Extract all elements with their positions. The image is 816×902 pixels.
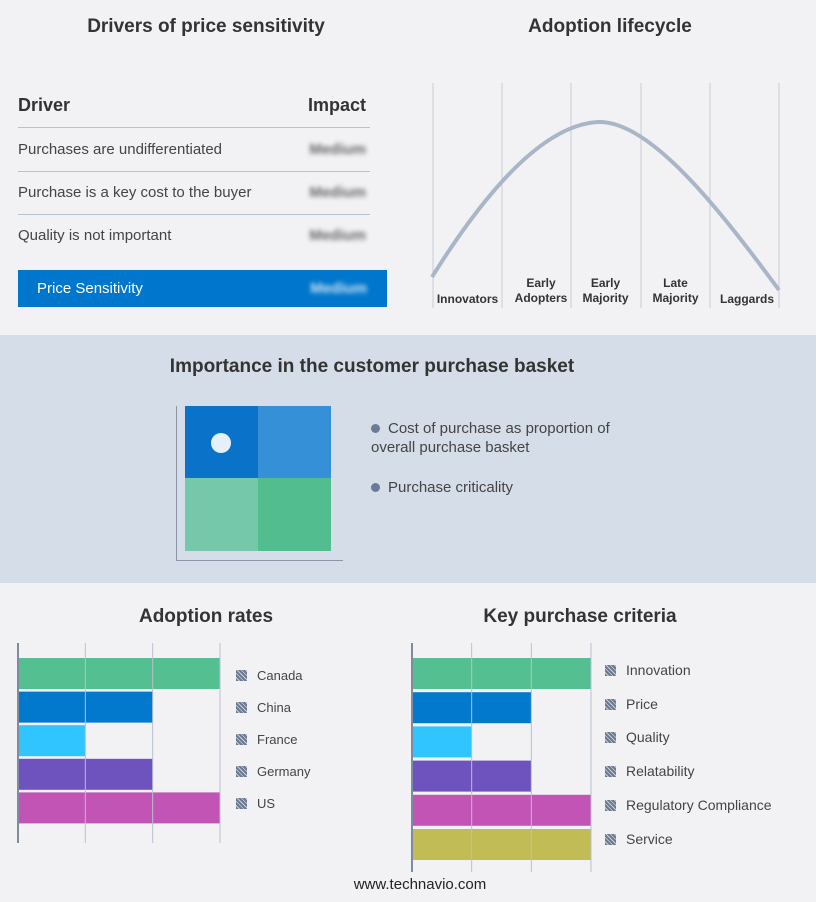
bar-quality [413, 726, 472, 758]
legend-item: Relatability [605, 763, 694, 779]
legend-label: Canada [257, 668, 303, 683]
legend-swatch-icon [236, 798, 247, 809]
legend-swatch-icon [605, 799, 616, 811]
legend-label: Quality [626, 729, 670, 746]
driver-label: Purchase is a key cost to the buyer [18, 184, 252, 201]
basket-legend-item: Purchase criticality [371, 479, 513, 496]
summary-label: Price Sensitivity [37, 280, 143, 297]
legend-label: Innovation [626, 662, 691, 678]
basket-title: Importance in the customer purchase bask… [169, 356, 575, 377]
legend-item: France [236, 732, 297, 747]
legend-swatch-icon [605, 766, 616, 778]
impact-col-header: Impact [307, 95, 366, 115]
lifecycle-title: Adoption lifecycle [528, 16, 692, 37]
position-marker [211, 433, 231, 453]
legend-label: China [257, 700, 291, 715]
stage-label: Innovators [436, 292, 499, 306]
legend-swatch-icon [236, 670, 247, 681]
legend-item: US [236, 796, 275, 811]
legend-swatch-icon [236, 766, 247, 777]
impact-value: Medium [309, 184, 366, 201]
legend-swatch-icon [605, 833, 616, 845]
drivers-header: Driver Impact [18, 84, 370, 128]
legend-item: Innovation [605, 662, 691, 678]
quadrant [258, 478, 331, 551]
legend-label: Relatability [626, 763, 695, 780]
basket-legend-item: Cost of purchase as proportion of overal… [371, 420, 610, 456]
legend-label: Price [626, 695, 658, 712]
legend-item: Price [605, 696, 658, 712]
kpc-title: Key purchase criteria [483, 606, 677, 627]
quadrant [258, 406, 331, 478]
bar-france [19, 725, 86, 757]
legend-label: France [257, 732, 298, 747]
legend-item: Canada [236, 668, 303, 683]
driver-row: Purchases are undifferentiated Medium [18, 129, 370, 172]
stage-label: Early Majority [582, 276, 629, 305]
drivers-title: Drivers of price sensitivity [87, 16, 325, 37]
summary-impact: Medium [310, 280, 367, 297]
legend-item: China [236, 700, 291, 715]
bar-canada [19, 658, 220, 689]
bar-innovation [413, 658, 591, 689]
driver-label: Purchases are undifferentiated [18, 141, 223, 158]
stage-label: Early Adopters [514, 276, 568, 305]
legend-swatch-icon [605, 732, 616, 744]
legend-label: US [257, 796, 276, 811]
bar-regulatory-compliance [413, 794, 591, 826]
stage-label: Laggards [719, 292, 774, 306]
legend-label: Germany [257, 764, 311, 779]
footer-url[interactable]: www.technavio.com [353, 876, 487, 893]
legend-swatch-icon [236, 734, 247, 745]
basket-section [0, 335, 816, 583]
bar-us [19, 792, 220, 824]
driver-row: Quality is not important Medium [18, 215, 370, 257]
driver-col-header: Driver [18, 95, 71, 115]
impact-value: Medium [309, 227, 366, 244]
legend-swatch-icon [236, 702, 247, 713]
legend-item: Quality [605, 729, 670, 745]
stage-label: Late Majority [652, 276, 699, 305]
legend-item: Service [605, 831, 673, 847]
adoption-rates-title: Adoption rates [138, 606, 274, 627]
legend-swatch-icon [605, 665, 616, 676]
legend-label: Service [626, 830, 673, 847]
legend-swatch-icon [605, 698, 616, 710]
adoption-curve [430, 119, 781, 292]
driver-label: Quality is not important [18, 227, 172, 244]
quadrant [185, 478, 258, 551]
lifecycle-chart [430, 83, 781, 308]
impact-value: Medium [309, 141, 366, 158]
basket-matrix [176, 406, 343, 561]
legend-item: Regulatory Compliance [605, 797, 772, 813]
bar-service [413, 829, 591, 860]
driver-row: Purchase is a key cost to the buyer Mediu… [18, 172, 370, 215]
price-sensitivity-summary: Price Sensitivity Medium [18, 270, 387, 307]
legend-item: Germany [236, 764, 310, 779]
legend-label: Regulatory Compliance [626, 796, 772, 813]
